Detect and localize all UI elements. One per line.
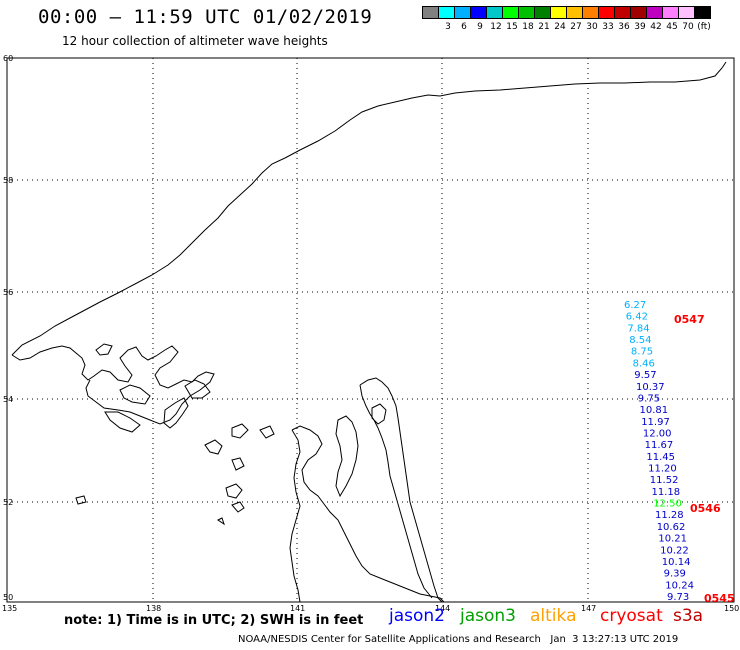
scale-swatch (534, 6, 551, 19)
swh-reading: 9.39 (664, 569, 686, 580)
scale-label: 18 (522, 22, 534, 32)
scale-swatch (582, 6, 599, 19)
swh-reading: 6.27 (624, 300, 646, 311)
scale-label: 30 (586, 22, 598, 32)
scale-swatch (438, 6, 455, 19)
swh-reading: 10.62 (657, 522, 686, 533)
swh-reading: 11.20 (648, 464, 677, 475)
swh-track: 6.276.427.848.548.758.469.5710.379.7510.… (624, 300, 694, 603)
scale-label: 39 (634, 22, 646, 32)
color-scale (422, 6, 711, 19)
scale-label: 33 (602, 22, 614, 32)
swh-reading: 11.18 (652, 487, 681, 498)
scale-swatch (422, 6, 439, 19)
lat-tick: 60 (3, 54, 13, 63)
pass-label: 0547 (674, 313, 705, 326)
swh-reading: 12.00 (643, 429, 672, 440)
lon-tick: 150 (724, 604, 739, 613)
lat-tick: 50 (3, 593, 13, 602)
swh-reading: 7.84 (627, 323, 649, 334)
legend-jason2: jason2 (389, 606, 445, 626)
scale-label: 42 (650, 22, 662, 32)
swh-reading: 10.21 (658, 534, 687, 545)
scale-label: 36 (618, 22, 630, 32)
swh-reading: 8.75 (631, 347, 653, 358)
lat-lon-grid (7, 58, 734, 602)
swh-reading: 11.52 (650, 475, 679, 486)
lat-labels: 60 58 56 54 52 50 (3, 54, 13, 602)
lon-labels: 135 138 141 144 147 150 (2, 604, 739, 613)
scale-swatch (486, 6, 503, 19)
scale-label: 12 (490, 22, 502, 32)
swh-reading: 12.50 (653, 499, 682, 510)
swh-reading: 8.54 (629, 335, 651, 346)
swh-reading: 8.46 (633, 358, 655, 369)
swh-reading: 6.42 (626, 312, 648, 323)
scale-unit: (ft) (697, 22, 711, 32)
swh-reading: 10.24 (665, 580, 694, 591)
scale-swatch (646, 6, 663, 19)
scale-label: 24 (554, 22, 566, 32)
swh-reading: 9.57 (634, 370, 656, 381)
scale-swatch (662, 6, 679, 19)
lon-tick: 141 (290, 604, 305, 613)
scale-label: 3 (445, 22, 451, 32)
scale-swatch (566, 6, 583, 19)
swh-reading: 9.75 (638, 393, 660, 404)
coastline (11, 61, 727, 603)
legend-altika: altika (530, 606, 577, 626)
swh-reading: 10.22 (660, 545, 689, 556)
scale-swatch (614, 6, 631, 19)
scale-label: 15 (506, 22, 518, 32)
scale-label: 6 (461, 22, 467, 32)
color-scale-labels: 3 6 9 12 15 18 21 24 27 30 33 36 39 42 45 70 (ft) (422, 22, 740, 34)
scale-label: 9 (477, 22, 483, 32)
scale-swatch (598, 6, 615, 19)
lat-tick: 56 (3, 288, 13, 297)
scale-swatch (518, 6, 535, 19)
swh-reading: 10.81 (640, 405, 669, 416)
scale-swatch (550, 6, 567, 19)
legend-jason3: jason3 (460, 606, 516, 626)
scale-swatch (502, 6, 519, 19)
page-subtitle: 12 hour collection of altimeter wave hei… (62, 34, 328, 48)
footer-note: note: 1) Time is in UTC; 2) SWH is in fe… (64, 613, 364, 628)
lon-tick: 144 (435, 604, 450, 613)
swh-reading: 11.67 (645, 440, 674, 451)
lat-tick: 52 (3, 498, 13, 507)
scale-label: 70 (682, 22, 694, 32)
legend-s3a: s3a (673, 606, 704, 626)
scale-swatch (678, 6, 695, 19)
credit-line: NOAA/NESDIS Center for Satellite Applica… (238, 634, 679, 645)
pass-label: 0546 (690, 502, 721, 515)
map-frame (6, 57, 735, 603)
swh-reading: 11.28 (655, 510, 684, 521)
swh-reading: 10.37 (636, 382, 665, 393)
lat-tick: 54 (3, 395, 13, 404)
lon-tick: 135 (2, 604, 17, 613)
scale-label: 27 (570, 22, 582, 32)
scale-swatch (470, 6, 487, 19)
legend-cryosat: cryosat (600, 606, 663, 626)
swh-reading: 11.45 (646, 452, 675, 463)
lon-tick: 138 (146, 604, 161, 613)
lon-tick: 147 (581, 604, 596, 613)
swh-reading: 11.97 (641, 417, 670, 428)
swh-reading: 9.73 (667, 592, 689, 603)
swh-reading: 10.14 (662, 557, 691, 568)
scale-swatch (454, 6, 471, 19)
page-title: 00:00 — 11:59 UTC 01/02/2019 (38, 6, 373, 28)
scale-label: 21 (538, 22, 550, 32)
pass-label: 0545 (704, 592, 735, 605)
scale-label: 45 (666, 22, 678, 32)
lat-tick: 58 (3, 176, 13, 185)
scale-swatch (630, 6, 647, 19)
scale-swatch (694, 6, 711, 19)
